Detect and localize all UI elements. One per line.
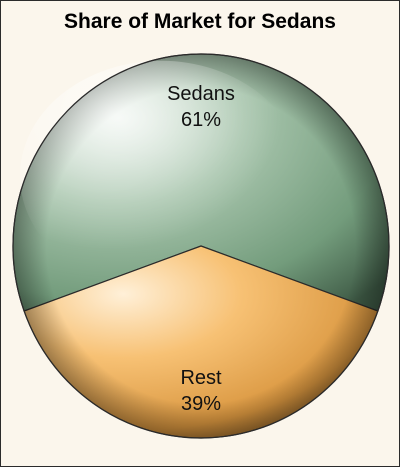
slice-percent-rest: 39% xyxy=(181,393,221,415)
pie-labels: Sedans 61% Rest 39% xyxy=(167,83,235,415)
chart-title: Share of Market for Sedans xyxy=(64,10,336,33)
slice-label-rest: Rest xyxy=(180,367,222,389)
slice-label-sedans: Sedans xyxy=(167,83,235,105)
slice-percent-sedans: 61% xyxy=(181,109,221,131)
pie-outline xyxy=(12,53,390,439)
